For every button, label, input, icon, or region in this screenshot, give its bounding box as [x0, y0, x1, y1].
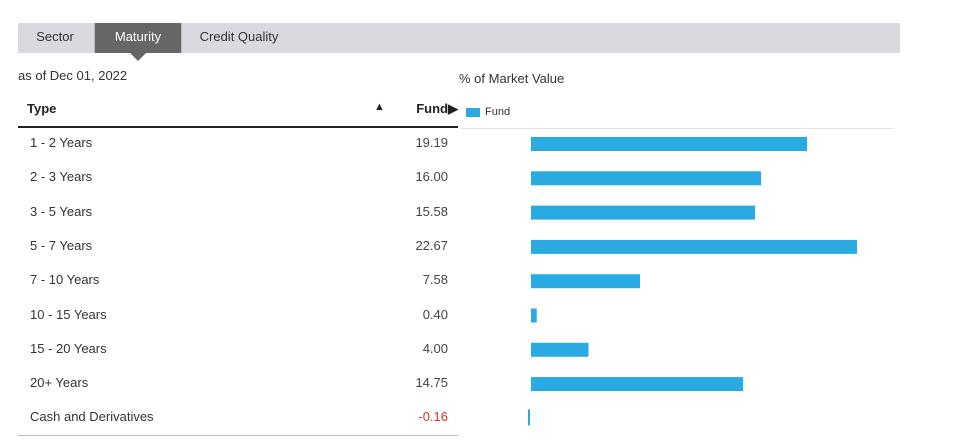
row-type-label: 7 - 10 Years: [30, 272, 100, 288]
column-header-type: Type: [27, 101, 57, 116]
table-row: 7 - 10 Years 7.58: [18, 264, 458, 298]
row-fund-value: 7.58: [422, 272, 448, 288]
table-row: 2 - 3 Years 16.00: [18, 161, 458, 195]
row-type-label: 1 - 2 Years: [30, 135, 93, 150]
bar-fund: [531, 205, 756, 220]
row-fund-value: 19.19: [415, 135, 448, 150]
bar-fund: [531, 308, 537, 323]
table-row: 10 - 15 Years 0.40: [18, 299, 458, 333]
row-type-label: 10 - 15 Years: [30, 306, 107, 322]
row-type-label: 2 - 3 Years: [30, 169, 93, 185]
bar-fund: [531, 171, 762, 186]
as-of-date: as of Dec 01, 2022: [18, 68, 128, 83]
bar-fund: [531, 239, 857, 254]
legend-swatch-fund: [466, 108, 480, 117]
tab-credit-quality[interactable]: Credit Quality: [199, 29, 279, 44]
tab-maturity[interactable]: Maturity: [94, 23, 182, 61]
row-fund-value: 16.00: [415, 169, 448, 185]
row-fund-value: 22.67: [415, 237, 448, 253]
table-row: 20+ Years 14.75: [18, 367, 458, 401]
bar-fund: [531, 274, 641, 289]
row-fund-value: 4.00: [422, 340, 448, 356]
tab-sector[interactable]: Sector: [36, 29, 74, 44]
legend-label-fund: Fund: [485, 106, 511, 118]
row-type-label: 5 - 7 Years: [30, 237, 93, 253]
row-fund-value: 0.40: [422, 306, 448, 322]
bar-fund: [528, 409, 530, 426]
table-row: 3 - 5 Years 15.58: [18, 196, 458, 230]
row-type-label: 3 - 5 Years: [30, 203, 93, 219]
row-fund-value: -0.16: [418, 409, 448, 425]
column-header-fund[interactable]: Fund▶: [416, 101, 458, 116]
tab-bar: Sector Maturity Credit Quality: [18, 23, 900, 61]
bar-fund: [531, 342, 589, 357]
row-type-label: 20+ Years: [30, 375, 89, 391]
table-row: 1 - 2 Years 19.19: [18, 127, 458, 161]
chart-axis-title: % of Market Value: [459, 71, 565, 86]
row-type-label: Cash and Derivatives: [30, 409, 154, 425]
bar-fund: [531, 137, 807, 151]
table-row: Cash and Derivatives -0.16: [18, 401, 458, 435]
chart-top-divider: [461, 128, 893, 129]
row-fund-value: 14.75: [415, 375, 448, 391]
sort-ascending-icon[interactable]: ▲: [374, 101, 385, 113]
row-type-label: 15 - 20 Years: [30, 340, 107, 356]
row-fund-value: 15.58: [415, 203, 448, 219]
table-bottom-divider: [18, 435, 458, 436]
table-row: 15 - 20 Years 4.00: [18, 333, 458, 367]
bar-fund: [531, 377, 744, 392]
table-row: 5 - 7 Years 22.67: [18, 230, 458, 264]
table-header: Type ▲ Fund▶: [18, 96, 458, 128]
